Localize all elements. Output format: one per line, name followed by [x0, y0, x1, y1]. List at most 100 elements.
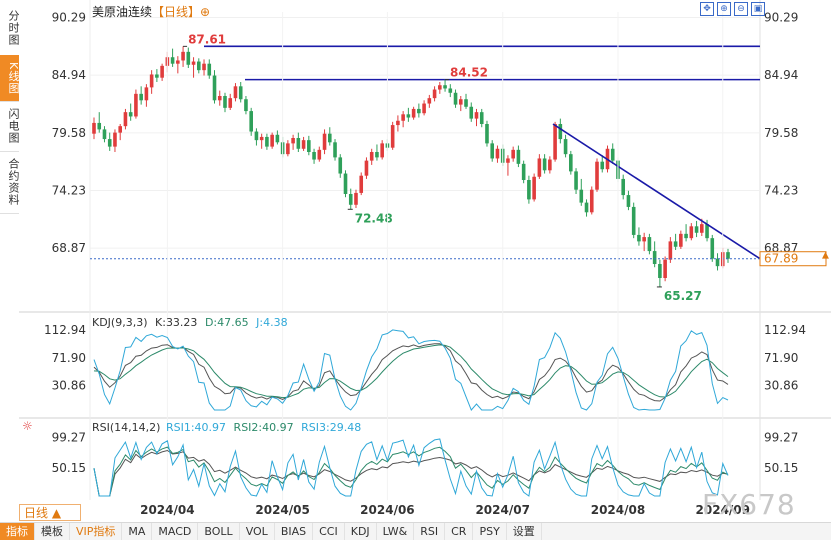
fit-icon[interactable]: ▣: [751, 2, 765, 16]
candle-body: [589, 189, 594, 213]
candle-body: [333, 142, 337, 158]
toolbar-boll[interactable]: BOLL: [198, 523, 240, 540]
candle-body: [411, 108, 416, 118]
candle-body: [327, 133, 332, 143]
candle-body: [438, 85, 442, 90]
zoom-in-icon[interactable]: ⊕: [717, 2, 731, 16]
tab-flash[interactable]: 闪电图: [0, 101, 20, 152]
candle-body: [422, 103, 426, 114]
kdj-d-name: D: [204, 316, 214, 329]
candle-body: [207, 63, 212, 76]
candle-body: [579, 189, 584, 203]
candle-body: [396, 120, 400, 126]
candle-body: [726, 252, 730, 259]
candle-body: [689, 226, 694, 239]
tab-contract-info[interactable]: 合约资料: [0, 151, 20, 214]
candle-body: [584, 202, 589, 213]
toolbar-cci[interactable]: CCI: [313, 523, 345, 540]
toolbar-psy[interactable]: PSY: [473, 523, 507, 540]
candle-body: [705, 224, 709, 239]
candle-body: [223, 96, 227, 108]
chart-canvas[interactable]: 90.29 90.29 84.94 84.94 79.58 79.58 74.23 74.23…: [0, 0, 831, 522]
candle-body: [275, 134, 280, 143]
tab-time-sharing[interactable]: 分时图: [0, 0, 20, 56]
toolbar-vip-indicator[interactable]: VIP指标: [70, 523, 123, 540]
candle-body: [217, 96, 222, 101]
add-symbol-icon[interactable]: ⊕: [200, 5, 211, 19]
candle-body: [364, 160, 369, 176]
rsi1-value: 40.97: [194, 421, 227, 434]
candle-body: [107, 139, 112, 147]
candle-body: [679, 233, 683, 247]
candle-body: [123, 112, 128, 127]
candle-body: [600, 161, 605, 170]
indicator-y-tick-left: 112.94: [44, 323, 86, 337]
candle-body: [574, 171, 578, 190]
candle-body: [427, 98, 432, 104]
candle-body: [196, 61, 201, 71]
kdj-title: KDJ(9,3,3): [92, 316, 148, 329]
toolbar-settings[interactable]: 设置: [507, 523, 542, 540]
candle-body: [532, 176, 536, 200]
candle-body: [684, 233, 688, 239]
candle-body: [92, 122, 96, 134]
trendline: [552, 123, 761, 260]
sun-icon[interactable]: ☼: [22, 419, 33, 433]
rsi1-line: [93, 438, 729, 497]
chart-tools: ✥ ⊕ ⊖ ▣: [700, 2, 765, 16]
toolbar-rsi[interactable]: RSI: [414, 523, 446, 540]
candle-body: [626, 195, 631, 207]
kdj-d-line: [93, 344, 729, 399]
candle-body: [563, 139, 568, 155]
y-tick-label-right: 84.94: [764, 68, 798, 82]
candle-body: [102, 129, 107, 140]
toolbar-kdj[interactable]: KDJ: [345, 523, 377, 540]
move-icon[interactable]: ✥: [700, 2, 714, 16]
bottom-toolbar: 指标 模板 VIP指标 MA MACD BOLL VOL BIAS CCI KD…: [0, 522, 831, 540]
toolbar-macd[interactable]: MACD: [152, 523, 199, 540]
instrument-name: 美原油连续: [92, 5, 153, 19]
toolbar-indicator[interactable]: 指标: [0, 523, 35, 540]
candle-body: [259, 136, 264, 141]
toolbar-lw[interactable]: LW&: [377, 523, 415, 540]
y-tick-label-right: 79.58: [764, 126, 798, 140]
toolbar-bias[interactable]: BIAS: [275, 523, 314, 540]
toolbar-cr[interactable]: CR: [445, 523, 474, 540]
tab-kline[interactable]: K线图: [0, 55, 20, 102]
candle-body: [652, 251, 657, 264]
y-tick-label-right: 90.29: [764, 10, 798, 24]
candle-body: [118, 126, 122, 133]
candle-body: [479, 112, 484, 124]
period-tag: 【日线】: [152, 5, 201, 19]
candle-body: [694, 226, 699, 233]
candle-body: [642, 237, 646, 242]
high-annotation: 84.52: [450, 66, 488, 80]
y-tick-label-left: 68.87: [52, 241, 86, 255]
candle-body: [548, 159, 552, 171]
candle-body: [715, 258, 720, 267]
last-price-box: [759, 251, 827, 267]
indicator-y-tick-left: 30.86: [52, 379, 86, 393]
candle-body: [700, 224, 704, 233]
rsi3-name: RSI3: [301, 421, 327, 434]
y-tick-label-left: 90.29: [52, 10, 86, 24]
toolbar-ma[interactable]: MA: [122, 523, 153, 540]
toolbar-template[interactable]: 模板: [35, 523, 70, 540]
candle-body: [359, 175, 364, 193]
candle-body: [249, 111, 253, 132]
candle-body: [307, 140, 311, 152]
candle-body: [610, 148, 615, 161]
toolbar-vol[interactable]: VOL: [240, 523, 275, 540]
high-annotation: 87.61: [188, 32, 226, 46]
period-selector[interactable]: 日线 ▲: [19, 504, 81, 521]
candle-body: [647, 237, 652, 252]
candle-body: [286, 143, 290, 155]
candle-body: [128, 112, 133, 117]
zoom-out-icon[interactable]: ⊖: [734, 2, 748, 16]
chart-title: 美原油连续【日线】⊕: [92, 3, 210, 20]
candle-body: [134, 93, 138, 117]
candle-body: [181, 51, 185, 61]
candle-body: [521, 163, 526, 180]
indicator-y-tick-left: 50.15: [52, 461, 86, 475]
candle-body: [658, 264, 662, 278]
